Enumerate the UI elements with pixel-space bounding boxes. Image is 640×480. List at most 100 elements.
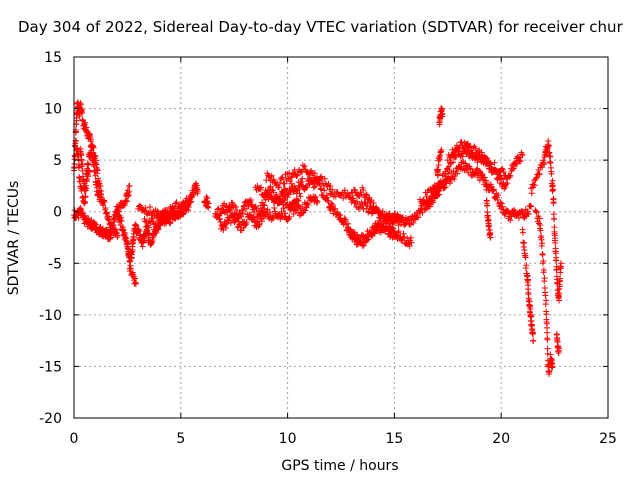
data-point <box>449 159 456 166</box>
data-point <box>454 170 461 177</box>
data-point <box>295 197 302 204</box>
data-point <box>487 234 494 241</box>
data-point <box>533 209 540 216</box>
data-point <box>186 198 193 205</box>
data-point <box>120 202 127 209</box>
data-point <box>172 200 179 207</box>
data-point <box>173 199 180 206</box>
data-point <box>97 183 104 190</box>
y-tick-label: 15 <box>44 50 62 66</box>
data-point <box>504 180 511 187</box>
data-point <box>530 337 537 344</box>
data-point <box>445 163 452 170</box>
data-point <box>92 172 99 179</box>
data-point <box>132 280 139 287</box>
data-point <box>240 210 247 217</box>
data-point <box>304 200 311 207</box>
data-point <box>370 200 377 207</box>
data-point <box>335 211 342 218</box>
data-point <box>537 227 544 234</box>
data-point <box>185 207 192 214</box>
data-point <box>549 363 556 370</box>
data-point <box>251 214 258 221</box>
data-point <box>76 164 83 171</box>
data-point <box>307 175 314 182</box>
data-point <box>258 184 265 191</box>
data-point <box>79 110 86 117</box>
y-tick-label: 10 <box>44 102 62 118</box>
data-point <box>366 203 373 210</box>
data-point <box>93 181 100 188</box>
data-point <box>146 230 153 237</box>
data-point <box>317 185 324 192</box>
data-point <box>473 150 480 157</box>
data-point <box>446 180 453 187</box>
data-point <box>155 225 162 232</box>
data-point <box>533 174 540 181</box>
data-point <box>528 190 535 197</box>
data-point <box>83 185 90 192</box>
data-point <box>467 166 474 173</box>
data-point <box>109 227 116 234</box>
data-point <box>466 143 473 150</box>
data-point <box>178 204 185 211</box>
data-point <box>518 151 525 158</box>
data-point <box>122 197 129 204</box>
data-point <box>325 198 332 205</box>
data-point <box>368 232 375 239</box>
data-point <box>540 157 547 164</box>
data-point <box>328 200 335 207</box>
data-point <box>360 239 367 246</box>
data-point <box>435 192 442 199</box>
data-point <box>264 206 271 213</box>
data-point <box>475 174 482 181</box>
data-point <box>227 208 234 215</box>
data-point <box>467 165 474 172</box>
data-point <box>483 186 490 193</box>
data-point <box>280 196 287 203</box>
data-point <box>79 167 86 174</box>
data-point <box>270 176 277 183</box>
data-point <box>500 176 507 183</box>
data-point <box>301 163 308 170</box>
data-point <box>329 201 336 208</box>
data-point <box>267 183 274 190</box>
data-point <box>238 213 245 220</box>
data-point <box>106 213 113 220</box>
data-point <box>222 224 229 231</box>
data-point <box>103 209 110 216</box>
data-point <box>524 276 531 283</box>
data-point <box>453 151 460 158</box>
data-point <box>287 173 294 180</box>
data-point <box>359 232 366 239</box>
data-point <box>282 210 289 217</box>
data-point <box>542 292 549 299</box>
data-point <box>551 216 558 223</box>
data-point <box>476 177 483 184</box>
data-point <box>379 220 386 227</box>
data-point <box>464 140 471 147</box>
y-tick-label: -5 <box>48 256 62 272</box>
data-point <box>88 149 95 156</box>
data-point <box>82 193 89 200</box>
data-point <box>167 219 174 226</box>
data-point <box>521 239 528 246</box>
data-series <box>71 99 565 377</box>
data-point <box>256 211 263 218</box>
data-point <box>544 350 551 357</box>
data-point <box>78 206 85 213</box>
data-point <box>281 180 288 187</box>
data-point <box>310 184 317 191</box>
data-point <box>266 189 273 196</box>
data-point <box>312 194 319 201</box>
data-point <box>340 195 347 202</box>
data-point <box>271 179 278 186</box>
data-point <box>294 187 301 194</box>
data-point <box>484 202 491 209</box>
data-point <box>261 202 268 209</box>
data-point <box>391 232 398 239</box>
data-point <box>116 208 123 215</box>
data-point <box>258 218 265 225</box>
data-point <box>519 229 526 236</box>
